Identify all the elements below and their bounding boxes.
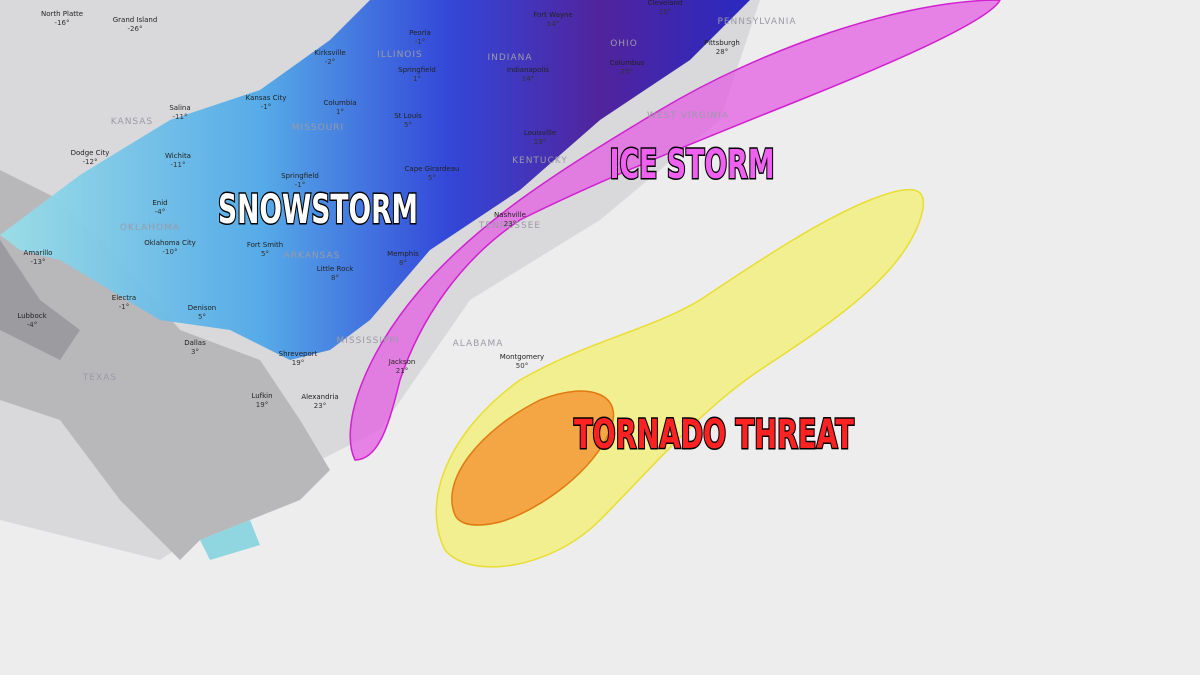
- city-temp: 50°: [516, 362, 528, 370]
- city-temp: 1°: [413, 75, 421, 83]
- city-temp: 8°: [331, 274, 339, 282]
- city-name: Shreveport: [279, 350, 318, 358]
- state-label: INDIANA: [487, 53, 532, 63]
- city-name: Columbia: [323, 99, 356, 107]
- state-label: TEXAS: [82, 373, 117, 383]
- city-temp: -1°: [119, 303, 129, 311]
- city-name: Oklahoma City: [144, 239, 196, 247]
- city-name: Jackson: [388, 358, 416, 366]
- city-temp: 5°: [428, 174, 436, 182]
- state-label: TENNESSEE: [478, 221, 541, 231]
- city-temp: 3°: [191, 348, 199, 356]
- city-temp: -10°: [163, 248, 178, 256]
- city-temp: 25°: [621, 68, 633, 76]
- hazard-label: ICE STORM: [610, 142, 775, 188]
- city-temp: 25°: [659, 8, 671, 16]
- city-name: Fort Smith: [247, 241, 283, 249]
- state-label: ILLINOIS: [377, 50, 423, 60]
- state-label: ARKANSAS: [284, 251, 341, 261]
- city-name: Indianapolis: [507, 66, 550, 74]
- city-temp: 23°: [314, 402, 326, 410]
- city-name: Lufkin: [251, 392, 272, 400]
- city-temp: 19°: [292, 359, 304, 367]
- city-name: Cape Girardeau: [405, 165, 460, 173]
- city-temp: -4°: [27, 321, 37, 329]
- city-name: Salina: [169, 104, 190, 112]
- city-name: Lubbock: [17, 312, 47, 320]
- state-label: WEST VIRGINIA: [647, 111, 729, 121]
- ice-storm-zone: [349, 0, 1001, 461]
- city-name: Cleveland: [648, 0, 683, 7]
- city-temp: 5°: [261, 250, 269, 258]
- city-name: Electra: [112, 294, 136, 302]
- city-temp: 23°: [504, 220, 516, 228]
- city-temp: 21°: [396, 367, 408, 375]
- state-label: KENTUCKY: [512, 156, 568, 166]
- city-name: Alexandria: [301, 393, 338, 401]
- city-name: St Louis: [394, 112, 422, 120]
- city-temp: -1°: [295, 181, 305, 189]
- city-name: Dodge City: [71, 149, 110, 157]
- city-name: Louisville: [524, 129, 556, 137]
- state-label: KANSAS: [111, 117, 153, 127]
- state-label: PENNSYLVANIA: [717, 17, 796, 27]
- snow-band: [0, 0, 750, 360]
- city-temp: -16°: [55, 19, 70, 27]
- city-temp: 5°: [198, 313, 206, 321]
- city-temp: -1°: [415, 38, 425, 46]
- city-temp: 14°: [522, 75, 534, 83]
- city-temp: -13°: [31, 258, 46, 266]
- city-name: North Platte: [41, 10, 83, 18]
- state-label: OKLAHOMA: [120, 223, 180, 233]
- city-name: Pittsburgh: [704, 39, 740, 47]
- city-name: Columbus: [610, 59, 645, 67]
- city-name: Kansas City: [246, 94, 287, 102]
- hazard-label: TORNADO THREAT: [574, 412, 854, 458]
- state-label: ALABAMA: [453, 339, 504, 349]
- city-temp: -2°: [325, 58, 335, 66]
- city-name: Denison: [188, 304, 216, 312]
- city-temp: 5°: [404, 121, 412, 129]
- city-temp: 28°: [716, 48, 728, 56]
- city-name: Nashville: [494, 211, 526, 219]
- city-name: Springfield: [281, 172, 319, 180]
- state-label: OHIO: [610, 39, 638, 49]
- city-temp: 14°: [547, 20, 559, 28]
- city-name: Montgomery: [500, 353, 544, 361]
- city-temp: -4°: [155, 208, 165, 216]
- city-temp: 19°: [534, 138, 546, 146]
- city-name: Wichita: [165, 152, 191, 160]
- state-label: MISSISSIPPI: [336, 336, 399, 346]
- city-temp: -11°: [173, 113, 188, 121]
- state-label: MISSOURI: [292, 123, 344, 133]
- city-temp: -12°: [83, 158, 98, 166]
- hazard-label: SNOWSTORM: [218, 187, 418, 233]
- city-temp: -26°: [128, 25, 143, 33]
- tornado-core-zone: [451, 390, 615, 526]
- city-name: Enid: [152, 199, 167, 207]
- city-name: Kirksville: [314, 49, 345, 57]
- city-temp: -1°: [261, 103, 271, 111]
- city-name: Springfield: [398, 66, 436, 74]
- city-name: Peoria: [409, 29, 431, 37]
- city-name: Fort Wayne: [533, 11, 573, 19]
- city-name: Grand Island: [113, 16, 158, 24]
- city-name: Dallas: [184, 339, 206, 347]
- city-name: Little Rock: [317, 265, 354, 273]
- city-name: Amarillo: [24, 249, 53, 257]
- city-temp: 1°: [336, 108, 344, 116]
- city-temp: 8°: [399, 259, 407, 267]
- city-temp: -11°: [171, 161, 186, 169]
- city-name: Memphis: [387, 250, 419, 258]
- city-temp: 19°: [256, 401, 268, 409]
